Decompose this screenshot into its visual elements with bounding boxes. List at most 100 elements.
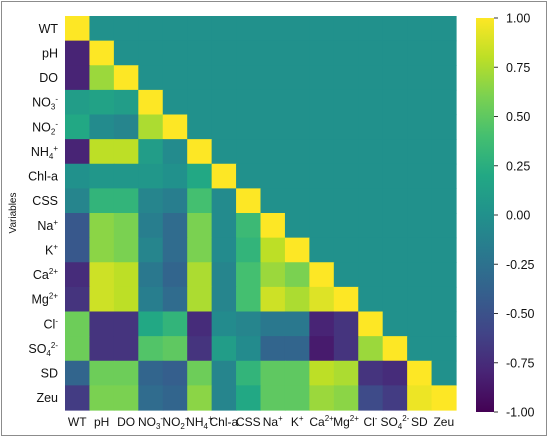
heatmap-cell-SD-Na+ xyxy=(260,360,286,386)
heatmap-cell-DO-pH xyxy=(89,65,115,91)
heatmap-cell-Zeu-Zeu xyxy=(431,385,457,411)
heatmap-cell-CSS-K+ xyxy=(284,188,310,214)
heatmap-cell-NH4+-Ca2+ xyxy=(309,139,335,165)
heatmap-cell-Na+-CSS xyxy=(236,213,262,239)
heatmap-cell-pH-NO2- xyxy=(162,40,188,66)
heatmap-cell-SO42--SD xyxy=(407,336,433,362)
heatmap-cell-Na+-WT xyxy=(65,213,91,239)
heatmap-cell-SO42--NO3- xyxy=(138,336,164,362)
y-tick-label-NH4+: NH4+ xyxy=(31,144,59,161)
heatmap-cell-Chl-a-Ca2+ xyxy=(309,163,335,189)
heatmap-cell-Zeu-K+ xyxy=(284,385,310,411)
heatmap-cell-CSS-Mg2+ xyxy=(333,188,359,214)
heatmap-cell-NO3--Na+ xyxy=(260,89,286,116)
heatmap-cell-NH4+-K+ xyxy=(284,139,310,165)
heatmap-cell-SD-WT xyxy=(65,360,91,386)
heatmap-cell-WT-NO2- xyxy=(162,16,188,42)
heatmap-cell-NO2--Chl-a xyxy=(211,114,237,140)
heatmap-cell-K+-Mg2+ xyxy=(333,237,359,263)
heatmap-cell-pH-Cl- xyxy=(358,40,384,66)
x-tick-label-Chl-a: Chl-a xyxy=(210,415,239,429)
heatmap-cell-NO2--Zeu xyxy=(431,114,457,140)
heatmap-cell-Cl--WT xyxy=(65,311,91,337)
heatmap-cell-NH4+-NO3- xyxy=(138,139,164,165)
heatmap-cell-SO42--Chl-a xyxy=(211,336,237,362)
heatmap-cell-NH4+-Mg2+ xyxy=(333,139,359,165)
heatmap-cell-NH4+-CSS xyxy=(236,139,262,165)
heatmap-cell-NO3--SO42- xyxy=(382,89,408,116)
heatmap-cell-K+-Na+ xyxy=(260,237,286,263)
heatmap-cell-WT-Zeu xyxy=(431,16,457,42)
heatmap-cell-NO2--Ca2+ xyxy=(309,114,335,140)
heatmap-cell-SD-Cl- xyxy=(358,360,384,386)
heatmap-cell-Na+-Chl-a xyxy=(211,213,237,239)
heatmap-cell-Chl-a-DO xyxy=(113,163,139,189)
heatmap-cell-K+-Cl- xyxy=(358,237,384,263)
heatmap-cell-K+-Chl-a xyxy=(211,237,237,263)
heatmap-cell-Na+-NO2- xyxy=(162,213,188,239)
heatmap-cell-Cl--DO xyxy=(113,311,139,337)
heatmap-cell-SD-NO3- xyxy=(138,360,164,386)
heatmap-cell-Ca2+-NO3- xyxy=(138,262,164,288)
heatmap-cell-SD-Chl-a xyxy=(211,360,237,386)
heatmap-cell-DO-NH4+ xyxy=(187,65,213,91)
heatmap-cell-NO3--DO xyxy=(113,89,139,116)
heatmap-cell-Ca2+-SO42- xyxy=(382,262,408,288)
x-tick-label-Na+: Na+ xyxy=(263,414,283,429)
heatmap-cell-K+-K+ xyxy=(284,237,310,263)
heatmap-cell-WT-Ca2+ xyxy=(309,16,335,42)
heatmap-cell-Mg2+-WT xyxy=(65,286,91,313)
y-tick-label-Cl-: Cl- xyxy=(44,316,59,331)
heatmap-cell-Ca2+-NH4+ xyxy=(187,262,213,288)
heatmap-cell-WT-Na+ xyxy=(260,16,286,42)
heatmap-cell-Zeu-NH4+ xyxy=(187,385,213,411)
heatmap-cells xyxy=(65,16,457,411)
heatmap-cell-Zeu-Ca2+ xyxy=(309,385,335,411)
heatmap-cell-SO42--SO42- xyxy=(382,336,408,362)
heatmap-cell-Na+-SD xyxy=(407,213,433,239)
heatmap-cell-Zeu-pH xyxy=(89,385,115,411)
heatmap-cell-pH-SD xyxy=(407,40,433,66)
heatmap-cell-Ca2+-pH xyxy=(89,262,115,288)
heatmap-cell-Chl-a-Cl- xyxy=(358,163,384,189)
heatmap-cell-Zeu-DO xyxy=(113,385,139,411)
heatmap-cell-SO42--DO xyxy=(113,336,139,362)
y-tick-label-SO42-: SO42- xyxy=(28,341,58,358)
colorbar-tick-label-6: -0.50 xyxy=(506,307,535,321)
heatmap-cell-NO2--NO2- xyxy=(162,114,188,140)
heatmap-cell-Ca2+-WT xyxy=(65,262,91,288)
heatmap-cell-Cl--CSS xyxy=(236,311,262,337)
heatmap-cell-DO-SD xyxy=(407,65,433,91)
heatmap-cell-Na+-pH xyxy=(89,213,115,239)
heatmap-cell-SD-NH4+ xyxy=(187,360,213,386)
heatmap-cell-pH-Zeu xyxy=(431,40,457,66)
heatmap-cell-NO3--CSS xyxy=(236,89,262,116)
heatmap-cell-WT-CSS xyxy=(236,16,262,42)
heatmap-cell-WT-NH4+ xyxy=(187,16,213,42)
heatmap-cell-NO2--CSS xyxy=(236,114,262,140)
heatmap-cell-WT-NO3- xyxy=(138,16,164,42)
heatmap-cell-Mg2+-SO42- xyxy=(382,286,408,313)
y-tick-label-Ca2+: Ca2+ xyxy=(33,267,58,282)
colorbar xyxy=(476,18,494,412)
heatmap-cell-Mg2+-Chl-a xyxy=(211,286,237,313)
heatmap-cell-DO-Na+ xyxy=(260,65,286,91)
heatmap-cell-Mg2+-Cl- xyxy=(358,286,384,313)
y-tick-label-CSS: CSS xyxy=(32,194,58,208)
heatmap-cell-SD-CSS xyxy=(236,360,262,386)
heatmap-cell-K+-SO42- xyxy=(382,237,408,263)
heatmap-cell-Na+-Cl- xyxy=(358,213,384,239)
heatmap-cell-Ca2+-Mg2+ xyxy=(333,262,359,288)
heatmap-cell-NO3--pH xyxy=(89,89,115,116)
heatmap-cell-pH-Mg2+ xyxy=(333,40,359,66)
y-tick-label-WT: WT xyxy=(39,22,59,36)
heatmap-cell-Cl--SD xyxy=(407,311,433,337)
heatmap-cell-NO2--K+ xyxy=(284,114,310,140)
heatmap-cell-pH-NH4+ xyxy=(187,40,213,66)
heatmap-cell-WT-WT xyxy=(65,16,91,42)
heatmap-cell-Ca2+-Ca2+ xyxy=(309,262,335,288)
heatmap-cell-WT-DO xyxy=(113,16,139,42)
heatmap-cell-SD-Ca2+ xyxy=(309,360,335,386)
x-tick-label-Ca2+: Ca2+ xyxy=(309,414,334,429)
heatmap-cell-SD-SO42- xyxy=(382,360,408,386)
